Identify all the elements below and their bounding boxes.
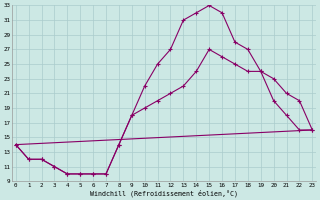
X-axis label: Windchill (Refroidissement éolien,°C): Windchill (Refroidissement éolien,°C) <box>90 189 238 197</box>
